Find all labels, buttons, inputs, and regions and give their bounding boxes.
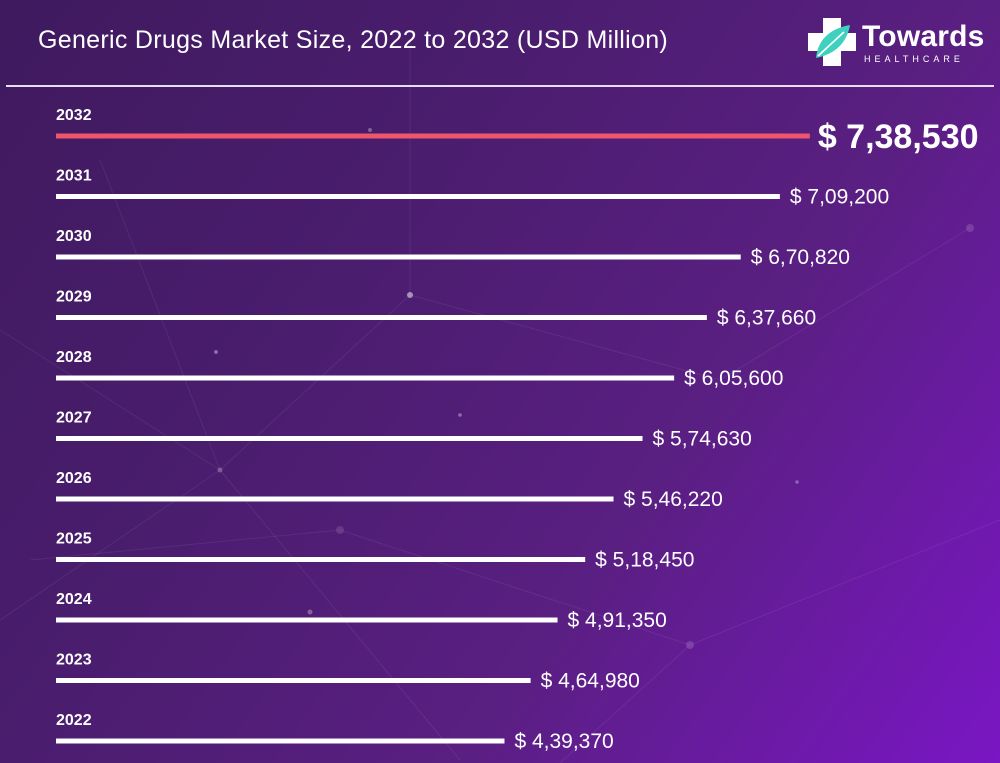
year-label-2026: 2026 — [56, 470, 92, 487]
value-label-2029: $ 6,37,660 — [717, 307, 816, 330]
year-label-2025: 2025 — [56, 531, 92, 548]
towards-healthcare-logo: Towards HEALTHCARE — [806, 16, 986, 72]
year-label-2029: 2029 — [56, 289, 92, 306]
year-label-2032: 2032 — [56, 107, 92, 124]
bar-2031 — [56, 194, 780, 199]
value-label-2031: $ 7,09,200 — [790, 186, 889, 209]
year-label-2031: 2031 — [56, 168, 92, 185]
value-label-2028: $ 6,05,600 — [684, 367, 783, 390]
year-label-2023: 2023 — [56, 652, 92, 669]
value-label-2027: $ 5,74,630 — [653, 428, 752, 451]
year-label-2028: 2028 — [56, 349, 92, 366]
bar-2024 — [56, 617, 558, 623]
bar-2026 — [56, 496, 614, 502]
value-label-2022: $ 4,39,370 — [514, 730, 613, 753]
year-label-2027: 2027 — [56, 410, 92, 427]
value-label-2026: $ 5,46,220 — [624, 488, 723, 511]
bar-2032 — [56, 133, 810, 139]
bar-2023 — [56, 678, 531, 683]
bar-2030 — [56, 254, 741, 260]
bar-2029 — [56, 315, 707, 320]
value-label-2025: $ 5,18,450 — [595, 549, 694, 572]
logo-subtitle: HEALTHCARE — [864, 54, 964, 64]
year-label-2024: 2024 — [56, 591, 92, 608]
value-label-2030: $ 6,70,820 — [751, 246, 850, 269]
chart-title: Generic Drugs Market Size, 2022 to 2032 … — [38, 26, 669, 54]
year-label-2030: 2030 — [56, 228, 92, 245]
header-divider — [6, 85, 994, 87]
bar-2022 — [56, 738, 505, 744]
bar-2025 — [56, 557, 586, 562]
bar-2027 — [56, 436, 643, 441]
bar-2028 — [56, 375, 675, 381]
value-label-2023: $ 4,64,980 — [541, 670, 640, 693]
value-label-2032: $ 7,38,530 — [818, 118, 979, 156]
logo-name: Towards — [862, 20, 985, 53]
medical-cross-leaf-icon — [808, 18, 856, 66]
value-label-2024: $ 4,91,350 — [568, 609, 667, 632]
year-label-2022: 2022 — [56, 712, 92, 729]
